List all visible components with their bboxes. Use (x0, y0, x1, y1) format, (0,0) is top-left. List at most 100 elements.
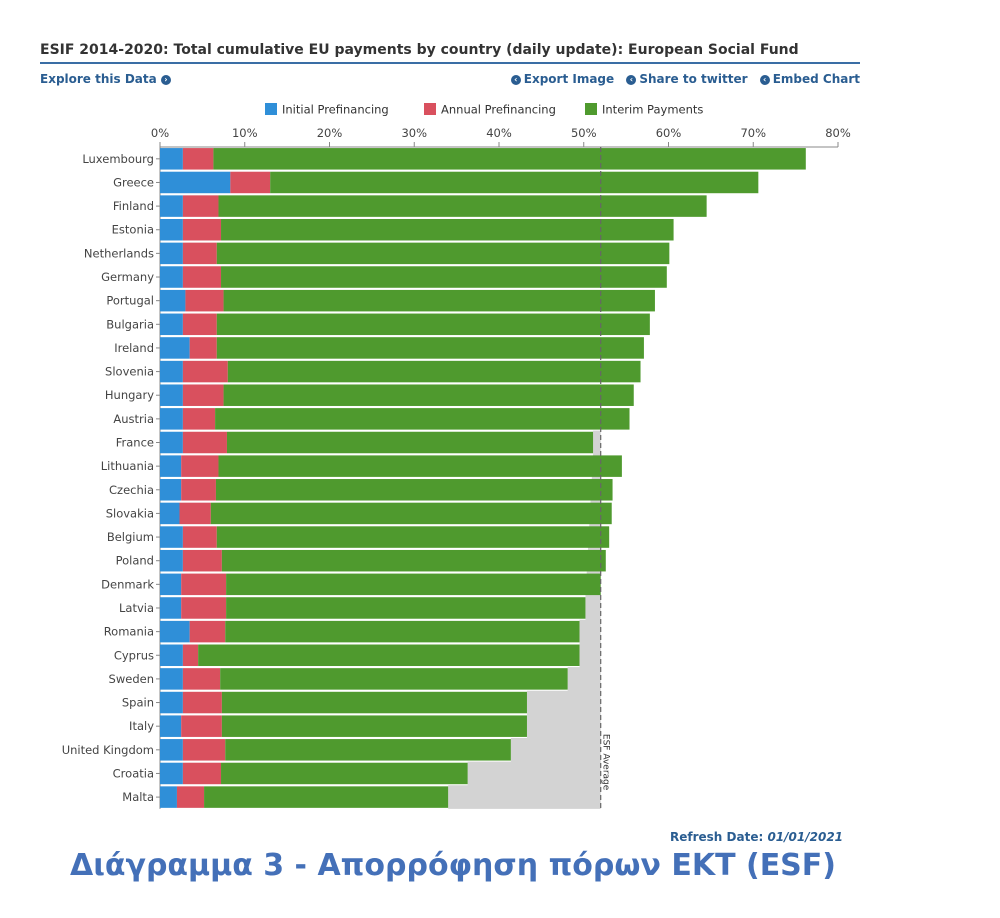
bar-segment[interactable] (160, 337, 190, 359)
bar-segment[interactable] (160, 360, 183, 383)
bar-segment[interactable] (160, 573, 182, 596)
bar-segment[interactable] (160, 289, 186, 312)
bar-segment[interactable] (160, 644, 183, 667)
bar-segment[interactable] (218, 195, 707, 217)
bar-segment[interactable] (225, 620, 580, 643)
bar-segment[interactable] (160, 148, 183, 170)
bar-segment[interactable] (160, 455, 182, 477)
bar-segment[interactable] (160, 739, 183, 761)
bar-segment[interactable] (160, 195, 183, 217)
bar-segment[interactable] (160, 526, 183, 548)
bar-segment[interactable] (189, 337, 217, 359)
bar-segment[interactable] (176, 786, 205, 808)
bar-segment[interactable] (220, 668, 568, 690)
bar-segment[interactable] (179, 502, 211, 525)
reference-line-label: ESF Average (601, 734, 611, 791)
bar-segment[interactable] (182, 526, 217, 548)
bar-segment[interactable] (182, 360, 228, 383)
bar-segment[interactable] (160, 549, 183, 572)
chart-legend: Initial Prefinancing Annual Prefinancing I… (265, 103, 703, 117)
bar-segment[interactable] (160, 313, 183, 336)
bar-segment[interactable] (181, 597, 227, 619)
bar-segment[interactable] (189, 620, 226, 643)
bar-segment[interactable] (182, 762, 222, 785)
bar-segment[interactable] (221, 762, 468, 785)
x-tick-label: 20% (317, 126, 343, 140)
bar-segment[interactable] (160, 620, 190, 643)
bar-segment[interactable] (225, 739, 511, 761)
bar-segment[interactable] (221, 549, 606, 572)
share-twitter-label: Share to twitter (639, 72, 748, 86)
embed-chart-link[interactable]: ‹ Embed Chart (759, 72, 860, 86)
bar-segment[interactable] (160, 691, 183, 714)
bar-segment[interactable] (160, 384, 183, 406)
category-label: Germany (101, 270, 154, 284)
explore-data-link[interactable]: Explore this Data › (40, 72, 174, 86)
bar-segment[interactable] (181, 479, 216, 501)
bar-segment[interactable] (221, 266, 667, 288)
bar-segment[interactable] (160, 431, 183, 454)
bar-segment[interactable] (160, 242, 183, 265)
bar-segment[interactable] (185, 289, 224, 312)
bar-segment[interactable] (182, 148, 214, 170)
category-label: Poland (116, 554, 154, 568)
bar-segment[interactable] (227, 360, 641, 383)
bar-segment[interactable] (226, 573, 601, 596)
bar-segment[interactable] (160, 502, 180, 525)
bar-segment[interactable] (223, 289, 655, 312)
bar-segment[interactable] (182, 266, 222, 288)
bar-segment[interactable] (182, 691, 222, 714)
bar-segment[interactable] (210, 502, 612, 525)
bar-segment[interactable] (221, 715, 527, 737)
bar-segment[interactable] (160, 171, 231, 194)
bar-segment[interactable] (182, 313, 217, 336)
export-image-link[interactable]: ‹ Export Image (510, 72, 614, 86)
bar-segment[interactable] (182, 218, 222, 241)
category-label: Spain (122, 696, 154, 710)
bar-segment[interactable] (218, 455, 622, 477)
bar-segment[interactable] (216, 242, 670, 265)
bar-segment[interactable] (216, 337, 644, 359)
bar-segment[interactable] (204, 786, 449, 808)
bar-segment[interactable] (182, 431, 227, 454)
bar-segment[interactable] (181, 455, 219, 477)
bar-segment[interactable] (216, 313, 650, 336)
bar-segment[interactable] (226, 597, 586, 619)
bar-segment[interactable] (213, 148, 806, 170)
bar-segment[interactable] (160, 266, 183, 288)
refresh-date-value: 01/01/2021 (767, 830, 844, 844)
bar-segment[interactable] (182, 408, 216, 430)
bar-segment[interactable] (226, 431, 594, 454)
share-twitter-link[interactable]: ‹ Share to twitter (626, 72, 748, 86)
bar-segment[interactable] (160, 408, 183, 430)
bar-segment[interactable] (198, 644, 580, 667)
bar-segment[interactable] (160, 479, 182, 501)
bar-segment[interactable] (160, 668, 183, 690)
bar-segment[interactable] (160, 597, 182, 619)
bar-segment[interactable] (182, 644, 199, 667)
legend-label: Initial Prefinancing (282, 103, 389, 117)
bar-segment[interactable] (182, 668, 221, 690)
bar-segment[interactable] (221, 691, 527, 714)
bar-segment[interactable] (182, 195, 219, 217)
bar-segment[interactable] (182, 739, 226, 761)
bar-segment[interactable] (221, 218, 674, 241)
category-label: Luxembourg (82, 152, 154, 166)
bar-segment[interactable] (160, 762, 183, 785)
bar-segment[interactable] (182, 242, 217, 265)
bar-segment[interactable] (215, 479, 613, 501)
bar-segment[interactable] (230, 171, 271, 194)
bar-segment[interactable] (182, 549, 222, 572)
bar-segment[interactable] (160, 715, 182, 737)
bar-segment[interactable] (215, 408, 630, 430)
bar-segment[interactable] (270, 171, 759, 194)
bar-segment[interactable] (160, 786, 177, 808)
bar-segment[interactable] (216, 526, 610, 548)
bar-segment[interactable] (223, 384, 634, 406)
bar-segment[interactable] (160, 218, 183, 241)
x-tick-label: 0% (151, 126, 169, 140)
bar-segment[interactable] (181, 573, 227, 596)
bar-segment[interactable] (181, 715, 222, 737)
bar-segment[interactable] (182, 384, 224, 406)
legend-label: Annual Prefinancing (441, 103, 556, 117)
